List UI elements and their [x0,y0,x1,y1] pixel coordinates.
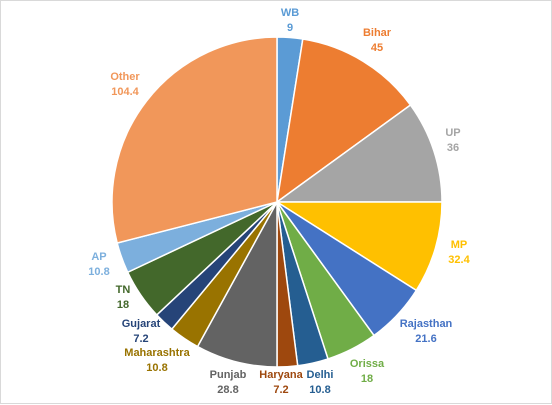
data-label-value: 18 [361,373,373,385]
data-label-value: 32.4 [448,254,470,266]
data-label-haryana: Haryana 7.2 [259,369,303,396]
data-label-value: 104.4 [111,86,139,98]
data-label-maharashtra: Maharashtra 10.8 [124,347,190,374]
data-label-rajasthan: Rajasthan 21.6 [400,318,453,345]
data-label-orissa: Orissa 18 [350,358,385,385]
data-label-name: WB [281,7,299,19]
data-label-name: Orissa [350,358,385,370]
data-label-value: 7.2 [133,333,148,345]
data-label-value: 10.8 [88,266,109,278]
data-label-up: UP 36 [445,127,460,154]
data-label-value: 21.6 [415,333,436,345]
data-label-gujarat: Gujarat 7.2 [122,318,161,345]
data-label-name: Other [110,71,140,83]
data-label-name: Bihar [363,27,392,39]
data-label-value: 10.8 [309,384,330,396]
data-label-name: Haryana [259,369,303,381]
data-label-value: 10.8 [146,362,167,374]
data-label-value: 18 [117,299,129,311]
pie-slice-mp [274,201,443,292]
data-label-punjab: Punjab 28.8 [210,369,247,396]
data-label-mp: MP 32.4 [448,239,470,266]
data-labels: WB 9 Bihar 45 UP 36 MP 32.4 Rajasthan 21.6 Orissa 1… [88,7,470,396]
data-label-value: 36 [447,142,459,154]
data-label-name: Rajasthan [400,318,453,330]
data-label-name: Maharashtra [124,347,190,359]
data-label-value: 9 [287,22,293,34]
pie-slice-bihar [275,38,412,204]
data-label-bihar: Bihar 45 [363,27,392,54]
data-label-value: 28.8 [217,384,238,396]
data-label-name: AP [91,251,106,263]
data-label-name: MP [451,239,468,251]
data-label-name: Punjab [210,369,247,381]
data-label-value: 7.2 [273,384,288,396]
pie-slice-up [274,103,443,203]
data-label-ap: AP 10.8 [88,251,109,278]
data-label-name: Gujarat [122,318,161,330]
data-label-delhi: Delhi 10.8 [307,369,334,396]
data-label-value: 45 [371,42,383,54]
pie-slices [111,36,443,368]
data-label-name: UP [445,127,460,139]
data-label-name: Delhi [307,369,334,381]
pie-slice-other [111,36,278,244]
data-label-other: Other 104.4 [110,71,140,98]
data-label-name: TN [116,284,131,296]
data-label-tn: TN 18 [116,284,131,311]
data-label-wb: WB 9 [281,7,299,34]
